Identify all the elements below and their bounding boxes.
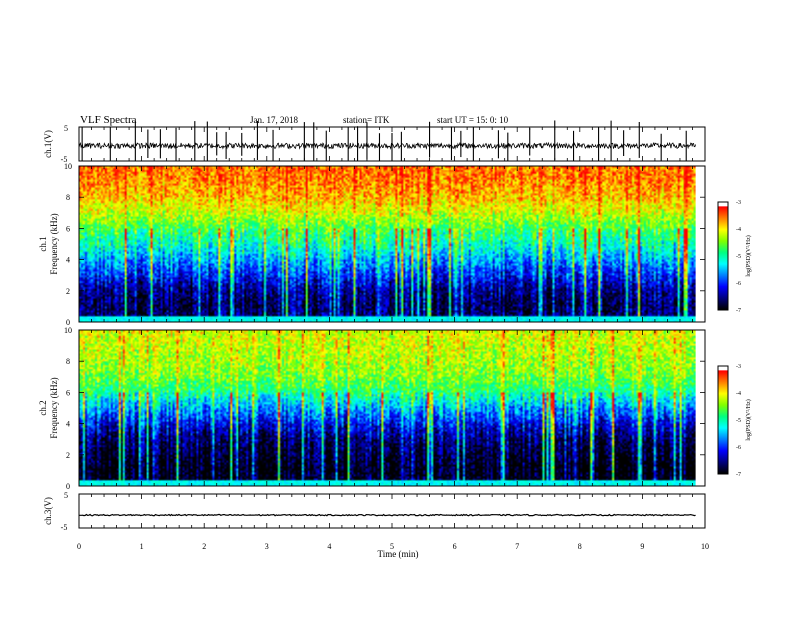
colorbar-tick-label: -6 [736, 281, 741, 287]
colorbar-tick-label: -4 [736, 227, 741, 233]
y-tick-label: 4 [66, 256, 70, 265]
y-tick-label: 0 [66, 318, 70, 327]
x-tick-label: 2 [202, 542, 206, 551]
y-tick-label: 10 [64, 326, 72, 335]
y-tick-label: 2 [66, 451, 70, 460]
figure-title: VLF Spectra [80, 114, 137, 126]
station-label: station= ITK [343, 115, 390, 125]
ch1-colorbar: -3 -4 -5 -6 -7 log(PSD)(V²/Hz) [717, 200, 752, 314]
ch1-trace [78, 141, 696, 150]
start-time-label: start UT = 15: 0: 10 [437, 115, 509, 125]
ch2-spectrogram-panel: 0 2 4 6 8 10 ch.2 Frequency (kHz) -3 -4 -5 -6 -7 … [38, 326, 752, 491]
ch1-waveform-panel: 5 -5 ch.1(V) [43, 120, 706, 164]
ch2-colorbar-label: log(PSD)(V²/Hz) [745, 399, 752, 440]
ch1-ytick-bottom: -5 [61, 155, 68, 164]
ch1-ytick-top: 5 [64, 124, 68, 133]
y-tick-label: 6 [66, 224, 70, 233]
x-axis-label: Time (min) [378, 549, 419, 559]
date-label: Jan. 17, 2018 [250, 115, 298, 125]
colorbar-tick-label: -6 [736, 445, 741, 451]
ch3-trace [79, 513, 696, 517]
ch2-ylabel-line1: ch.2 [38, 400, 48, 415]
ch1-ylabel-line2: Frequency (kHz) [49, 213, 59, 274]
x-tick-label: 3 [265, 542, 269, 551]
colorbar-tick-label: -3 [736, 364, 741, 370]
colorbar-tick-label: -7 [736, 308, 741, 314]
ch1-spectrogram-image [79, 166, 696, 322]
ch2-ylabel-line2: Frequency (kHz) [49, 377, 59, 438]
ch3-ylabel: ch.3(V) [43, 497, 53, 525]
x-tick-label: 8 [578, 542, 582, 551]
ch2-colorbar-image [718, 366, 728, 474]
ch1-colorbar-label: log(PSD)(V²/Hz) [745, 235, 752, 276]
y-tick-label: 2 [66, 287, 70, 296]
y-tick-label: 8 [66, 193, 70, 202]
ch1-waveform-line [78, 120, 696, 161]
x-tick-label: 9 [640, 542, 644, 551]
ch3-ytick-bottom: -5 [61, 523, 68, 532]
colorbar-tick-label: -7 [736, 472, 741, 478]
ch1-spectrogram-panel: 0 2 4 6 8 10 ch.1 Frequency (kHz) -3 -4 -5 -6 -7 … [38, 162, 752, 327]
ch3-ytick-top: 5 [64, 491, 68, 500]
ch1-ylabel: ch.1(V) [43, 130, 53, 158]
x-tick-label: 0 [77, 542, 81, 551]
ch1-ylabel-line1: ch.1 [38, 236, 48, 251]
y-tick-label: 0 [66, 482, 70, 491]
y-tick-label: 10 [64, 162, 72, 171]
colorbar-tick-label: -5 [736, 254, 741, 260]
x-tick-label: 5 [390, 542, 394, 551]
ch2-spectrogram-image [79, 330, 696, 486]
x-tick-label: 4 [327, 542, 331, 551]
colorbar-tick-label: -4 [736, 391, 741, 397]
colorbar-tick-label: -3 [736, 200, 741, 206]
colorbar-tick-label: -5 [736, 418, 741, 424]
ch3-waveform-line [79, 513, 696, 517]
x-tick-label: 1 [140, 542, 144, 551]
y-tick-label: 6 [66, 388, 70, 397]
ch1-colorbar-image [718, 202, 728, 310]
x-tick-label: 10 [701, 542, 709, 551]
y-tick-label: 4 [66, 420, 70, 429]
x-tick-label: 7 [515, 542, 519, 551]
ch3-waveform-panel: 5 -5 ch.3(V) [43, 491, 706, 532]
ch2-colorbar: -3 -4 -5 -6 -7 log(PSD)(V²/Hz) [717, 364, 752, 478]
x-tick-label: 6 [453, 542, 457, 551]
x-axis-ticks: 0 1 2 3 4 5 6 7 8 9 10 [77, 127, 709, 551]
y-tick-label: 8 [66, 357, 70, 366]
